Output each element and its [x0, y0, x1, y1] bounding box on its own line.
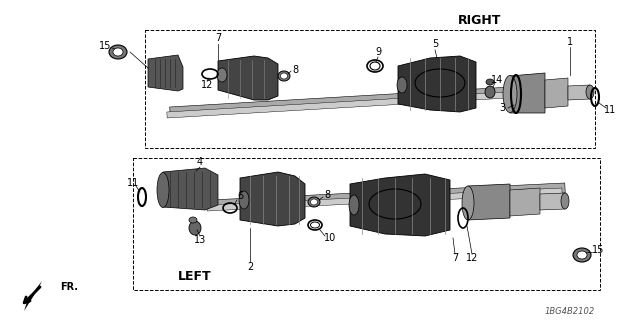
Text: 7: 7	[452, 253, 458, 263]
Text: RIGHT: RIGHT	[458, 13, 502, 27]
Text: 1: 1	[567, 37, 573, 47]
Polygon shape	[540, 193, 565, 210]
Ellipse shape	[586, 85, 594, 99]
Ellipse shape	[157, 172, 169, 207]
Ellipse shape	[561, 193, 569, 209]
Text: 6: 6	[237, 191, 243, 201]
Polygon shape	[218, 56, 278, 100]
Text: 2: 2	[247, 262, 253, 272]
Ellipse shape	[109, 45, 127, 59]
Ellipse shape	[189, 217, 197, 223]
Text: LEFT: LEFT	[178, 269, 212, 283]
Ellipse shape	[189, 221, 201, 235]
Text: 1BG4B2102: 1BG4B2102	[545, 308, 595, 316]
Text: 11: 11	[604, 105, 616, 115]
Text: FR.: FR.	[60, 282, 78, 292]
Polygon shape	[210, 183, 565, 210]
Polygon shape	[148, 55, 183, 91]
Text: 4: 4	[197, 157, 203, 167]
Polygon shape	[24, 281, 42, 311]
Text: 14: 14	[491, 75, 503, 85]
Ellipse shape	[462, 186, 474, 220]
Ellipse shape	[308, 197, 320, 207]
Polygon shape	[545, 78, 568, 108]
Text: 5: 5	[432, 39, 438, 49]
Text: 8: 8	[324, 190, 330, 200]
Ellipse shape	[577, 251, 587, 259]
Ellipse shape	[349, 195, 359, 215]
Polygon shape	[510, 188, 540, 216]
Polygon shape	[170, 85, 545, 117]
Ellipse shape	[217, 68, 227, 82]
Ellipse shape	[278, 71, 290, 81]
Text: 7: 7	[215, 33, 221, 43]
Ellipse shape	[113, 48, 123, 56]
Polygon shape	[207, 188, 562, 211]
Text: 9: 9	[375, 47, 381, 57]
Polygon shape	[163, 168, 218, 210]
Polygon shape	[468, 184, 510, 220]
Text: 11: 11	[127, 178, 139, 188]
Polygon shape	[350, 174, 450, 236]
Text: 8: 8	[292, 65, 298, 75]
Ellipse shape	[310, 199, 317, 205]
Ellipse shape	[503, 76, 517, 113]
Polygon shape	[167, 90, 542, 118]
Text: 3: 3	[499, 103, 505, 113]
Text: 13: 13	[194, 235, 206, 245]
Polygon shape	[240, 172, 305, 226]
Polygon shape	[568, 85, 590, 100]
Ellipse shape	[485, 86, 495, 98]
Text: 15: 15	[99, 41, 111, 51]
Polygon shape	[510, 73, 545, 113]
Ellipse shape	[486, 79, 494, 85]
Ellipse shape	[397, 77, 407, 93]
Text: 12: 12	[466, 253, 478, 263]
Ellipse shape	[280, 73, 287, 79]
Text: 15: 15	[592, 245, 604, 255]
Ellipse shape	[239, 191, 249, 209]
Ellipse shape	[573, 248, 591, 262]
Text: 10: 10	[324, 233, 336, 243]
Polygon shape	[398, 56, 476, 112]
Text: 12: 12	[201, 80, 213, 90]
